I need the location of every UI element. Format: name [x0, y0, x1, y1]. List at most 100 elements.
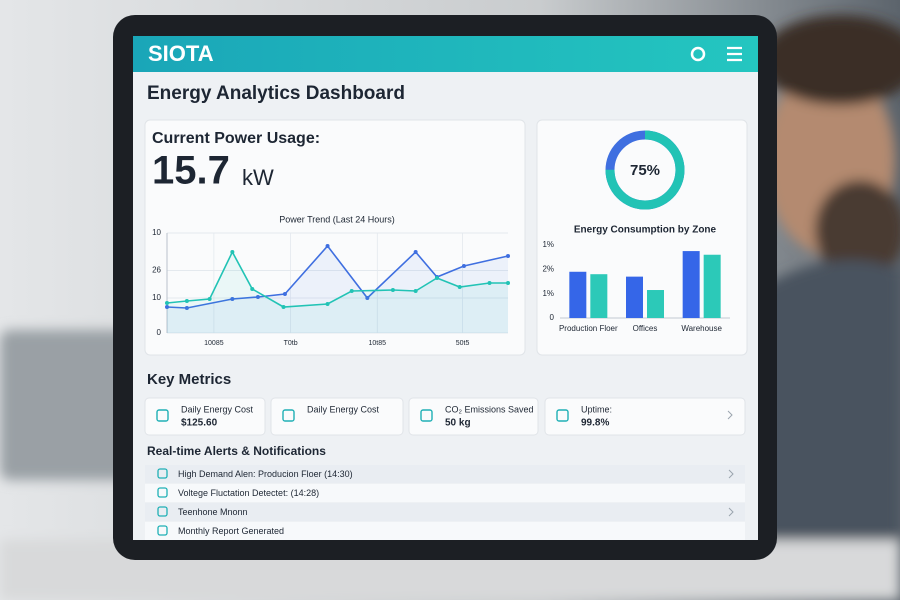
- logo[interactable]: SIOTA: [148, 41, 214, 66]
- donut-arc: [605, 130, 685, 210]
- metric-label: Uptime:: [581, 404, 612, 414]
- x-tick-label: Offices: [633, 324, 658, 333]
- point: [413, 250, 418, 254]
- point: [325, 244, 330, 248]
- point: [390, 288, 395, 292]
- page-title: Energy Analytics Dashboard: [147, 83, 405, 104]
- x-tick-label: 50t5: [456, 340, 470, 347]
- y-tick-label: 10: [152, 293, 161, 302]
- point: [184, 299, 189, 303]
- alert-icon: [157, 525, 168, 536]
- metric-value: $125.60: [181, 418, 218, 429]
- y-tick-label: 1%: [542, 289, 554, 298]
- y-tick-label: 0: [550, 313, 555, 322]
- power-panel: [144, 119, 526, 356]
- point: [506, 254, 510, 258]
- metric-label: CO₂ Emissions Saved: [445, 404, 534, 414]
- point: [230, 250, 235, 254]
- bar: [626, 276, 643, 318]
- power-unit: kW: [242, 165, 274, 190]
- menu-icon[interactable]: [727, 46, 742, 62]
- power-label: Current Power Usage:: [152, 130, 320, 147]
- y-tick-label: 10: [152, 228, 161, 237]
- metric-icon: [556, 409, 569, 422]
- point: [184, 306, 189, 310]
- metric-card[interactable]: [270, 397, 404, 436]
- chevron: [727, 410, 733, 420]
- metric-card[interactable]: [544, 397, 746, 436]
- x-tick-label: Production Floer: [559, 324, 618, 333]
- line-area: [167, 252, 508, 333]
- zone-panel: [536, 119, 748, 356]
- person-beard: [815, 180, 900, 280]
- metric-value: 99.8%: [581, 418, 609, 429]
- point: [487, 281, 492, 285]
- metric-label: Daily Energy Cost: [307, 404, 380, 414]
- metric-icon: [156, 409, 169, 422]
- point: [325, 302, 330, 306]
- laptop: [0, 330, 140, 480]
- y-tick-label: 26: [152, 266, 161, 275]
- alert-row[interactable]: [145, 465, 745, 483]
- bar: [590, 274, 608, 318]
- line-area: [167, 246, 508, 333]
- bar: [569, 271, 587, 318]
- point: [165, 301, 169, 305]
- alert-text: Monthly Report Generated: [178, 526, 284, 536]
- x-tick-label: T0tb: [284, 340, 298, 347]
- metric-label: Daily Energy Cost: [181, 404, 254, 414]
- point: [250, 287, 255, 291]
- search-icon[interactable]: [690, 46, 706, 62]
- person-hair: [760, 15, 900, 105]
- point: [207, 297, 212, 301]
- alert-row[interactable]: [145, 484, 745, 502]
- y-tick-label: 2%: [542, 264, 554, 273]
- donut-label: 75%: [630, 162, 660, 179]
- header-bar: [133, 36, 758, 72]
- point: [281, 305, 286, 309]
- x-tick-label: 10085: [204, 340, 224, 347]
- point: [434, 276, 439, 280]
- point: [365, 296, 370, 300]
- alert-icon: [157, 487, 168, 498]
- metric-value: 50 kg: [445, 418, 471, 429]
- y-tick-label: 0: [157, 328, 162, 337]
- metric-icon: [282, 409, 295, 422]
- metric-cards: Daily Energy Cost $125.60 Daily Energy Cos…: [144, 397, 746, 436]
- point: [461, 264, 466, 268]
- metric-icon: [420, 409, 433, 422]
- point: [230, 297, 235, 301]
- metric-card[interactable]: [408, 397, 539, 436]
- alert-text: Teenhone Mnonn: [178, 507, 248, 517]
- bar: [682, 251, 700, 318]
- x-tick-label: Warehouse: [681, 324, 722, 333]
- metric-card[interactable]: [144, 397, 266, 436]
- alert-row[interactable]: [145, 503, 745, 521]
- point: [255, 295, 260, 299]
- point: [413, 289, 418, 293]
- point: [282, 292, 287, 296]
- chevron: [728, 507, 734, 517]
- alert-list: High Demand Alen: Producion Floer (14:30…: [145, 465, 745, 540]
- chart-title: Power Trend (Last 24 Hours): [279, 214, 395, 224]
- chevron: [728, 469, 734, 479]
- chart-title: Energy Consumption by Zone: [574, 225, 717, 236]
- point: [506, 281, 510, 285]
- alert-icon: [157, 468, 168, 479]
- line: [166, 250, 508, 308]
- point: [165, 305, 169, 309]
- bar: [703, 254, 721, 318]
- power-value: 15.7: [152, 149, 230, 193]
- alert-row[interactable]: [145, 522, 745, 540]
- point: [349, 289, 354, 293]
- alert-text: High Demand Alen: Producion Floer (14:30…: [178, 469, 353, 479]
- section-title: Real-time Alerts & Notifications: [147, 444, 326, 458]
- point: [457, 285, 462, 289]
- bar: [647, 290, 664, 318]
- y-tick-label: 1%: [542, 240, 554, 249]
- alert-text: Voltege Fluctation Detectet: (14:28): [178, 488, 319, 498]
- section-title: Key Metrics: [147, 371, 231, 388]
- alert-icon: [157, 506, 168, 517]
- x-tick-label: 10t85: [369, 340, 387, 347]
